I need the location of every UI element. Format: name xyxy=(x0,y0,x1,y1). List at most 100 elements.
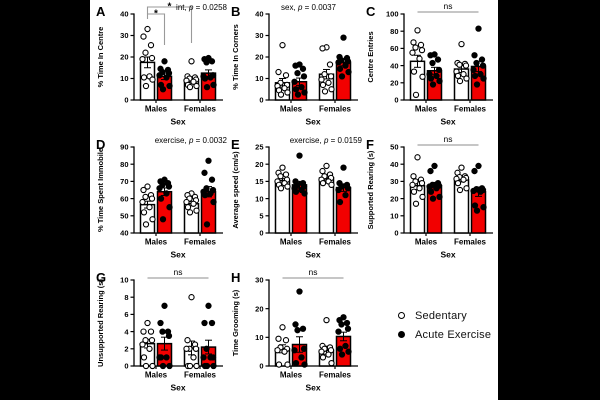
y-tick-label: 40 xyxy=(120,229,128,238)
scatter-points-sedentary xyxy=(409,154,426,207)
y-tick-label: 60 xyxy=(390,44,398,53)
scatter-points-exercise xyxy=(426,51,443,88)
panel-B-chart: B 0 10 20 30 40 Males Females Sex % Time In Corne… xyxy=(231,3,358,127)
scatter-points-exercise xyxy=(200,302,217,370)
y-tick-label: 10 xyxy=(120,74,128,83)
scatter-points-exercise xyxy=(470,25,487,88)
y-tick-label: 10 xyxy=(255,333,263,342)
y-tick-label: 10 xyxy=(255,194,263,203)
sig-asterisk: * xyxy=(168,2,172,13)
x-axis-label: Sex xyxy=(305,383,320,393)
scatter-points-sedentary xyxy=(183,190,200,216)
y-tick-label: 30 xyxy=(120,31,128,40)
y-tick-label: 20 xyxy=(255,160,263,169)
panel-letter: F xyxy=(366,137,374,152)
scatter-points-exercise xyxy=(335,314,352,358)
y-tick-label: 15 xyxy=(255,177,263,186)
legend: Sedentary Acute Exercise xyxy=(398,306,491,344)
y-tick-label: 30 xyxy=(390,177,398,186)
panel-letter: A xyxy=(96,4,106,19)
x-category-label: Females xyxy=(184,238,217,247)
scatter-points-exercise xyxy=(335,164,352,206)
y-axis-label: % Time In Corners xyxy=(231,24,240,90)
legend-item-acute-exercise: Acute Exercise xyxy=(398,325,491,344)
x-axis-label: Sex xyxy=(305,250,320,260)
x-category-label: Males xyxy=(280,371,303,380)
y-tick-label: 0 xyxy=(259,229,263,238)
scatter-points-exercise xyxy=(200,54,217,91)
panel-letter: H xyxy=(231,270,240,285)
scatter-points-exercise xyxy=(156,58,173,93)
x-category-label: Females xyxy=(454,105,487,114)
scatter-points-sedentary xyxy=(453,40,470,85)
sig-bracket: * xyxy=(146,2,193,43)
ns-line: ns xyxy=(417,1,479,13)
y-tick-label: 30 xyxy=(255,31,263,40)
y-axis-label: Centre Entries xyxy=(366,31,375,82)
y-tick-label: 10 xyxy=(120,276,128,285)
scatter-points-exercise xyxy=(156,176,173,223)
panel-G-chart: G 0 2 4 6 8 10 Males Females Sex Unsupported Reari… xyxy=(96,267,223,393)
y-tick-label: 80 xyxy=(120,160,128,169)
y-tick-label: 60 xyxy=(120,194,128,203)
scatter-points-exercise xyxy=(291,61,308,98)
x-category-label: Males xyxy=(145,371,168,380)
y-axis-label: Time Grooming (s) xyxy=(231,289,240,356)
scatter-points-sedentary xyxy=(318,316,335,367)
filled-circle-icon xyxy=(398,331,405,338)
x-axis-label: Sex xyxy=(170,383,185,393)
x-axis-label: Sex xyxy=(170,250,185,260)
x-category-label: Females xyxy=(319,105,352,114)
x-category-label: Females xyxy=(319,371,352,380)
y-tick-label: 0 xyxy=(259,362,263,371)
axes: 0 2 4 6 8 10 Males Females Sex Unsupported Rearin… xyxy=(96,276,223,393)
y-axis-label: Average speed (cm/s) xyxy=(231,151,240,229)
x-axis-label: Sex xyxy=(440,250,455,260)
scatter-points-sedentary xyxy=(274,164,291,192)
scatter-points-sedentary xyxy=(183,294,200,370)
stats-annotation: int, p = 0.0258 xyxy=(176,3,227,12)
ns-label: ns xyxy=(444,134,453,144)
y-tick-label: 20 xyxy=(120,53,128,62)
scatter-points-sedentary xyxy=(274,42,291,98)
scatter-points-exercise xyxy=(335,34,352,80)
scatter-points-sedentary xyxy=(409,27,426,98)
axes: 0 10 20 30 40 50 Males Females Sex Supported Rear… xyxy=(366,143,493,260)
x-category-label: Females xyxy=(319,238,352,247)
sig-bracket: * xyxy=(146,9,166,45)
y-tick-label: 20 xyxy=(255,53,263,62)
open-circle-icon xyxy=(398,312,405,319)
x-axis-label: Sex xyxy=(440,117,455,127)
x-category-label: Males xyxy=(145,238,168,247)
y-tick-label: 25 xyxy=(255,143,263,152)
y-axis-label: % Time Spent Immobile xyxy=(96,148,105,232)
stats-annotation: sex, p = 0.0037 xyxy=(281,3,336,12)
y-tick-label: 2 xyxy=(124,345,128,354)
ns-line: ns xyxy=(417,134,479,146)
x-axis-label: Sex xyxy=(170,117,185,127)
panel-E-chart: E 0 5 10 15 20 25 Males Females Sex Average speed … xyxy=(231,136,363,260)
y-tick-label: 90 xyxy=(120,143,128,152)
y-tick-label: 20 xyxy=(255,304,263,313)
y-tick-label: 50 xyxy=(390,143,398,152)
panel-H-chart: H 0 10 20 30 Males Females Sex Time Grooming (s)… xyxy=(231,267,358,393)
legend-label-acute-exercise: Acute Exercise xyxy=(415,328,492,341)
y-tick-label: 0 xyxy=(124,362,128,371)
panel-C-chart: C 0 20 40 60 80 100 Males Females Sex Centre Entri… xyxy=(366,1,493,127)
x-category-label: Males xyxy=(280,105,303,114)
stats-annotation: exercise, p = 0.0159 xyxy=(290,136,363,145)
scatter-points-sedentary xyxy=(274,324,291,368)
y-tick-label: 0 xyxy=(259,96,263,105)
y-tick-label: 0 xyxy=(124,96,128,105)
x-category-label: Males xyxy=(280,238,303,247)
x-category-label: Females xyxy=(454,238,487,247)
y-tick-label: 0 xyxy=(394,229,398,238)
x-category-label: Females xyxy=(184,371,217,380)
y-tick-label: 40 xyxy=(390,160,398,169)
legend-item-sedentary: Sedentary xyxy=(398,306,491,325)
x-category-label: Males xyxy=(415,238,438,247)
ns-label: ns xyxy=(309,267,318,277)
scatter-points-sedentary xyxy=(453,164,470,194)
scatter-points-sedentary xyxy=(139,319,156,370)
